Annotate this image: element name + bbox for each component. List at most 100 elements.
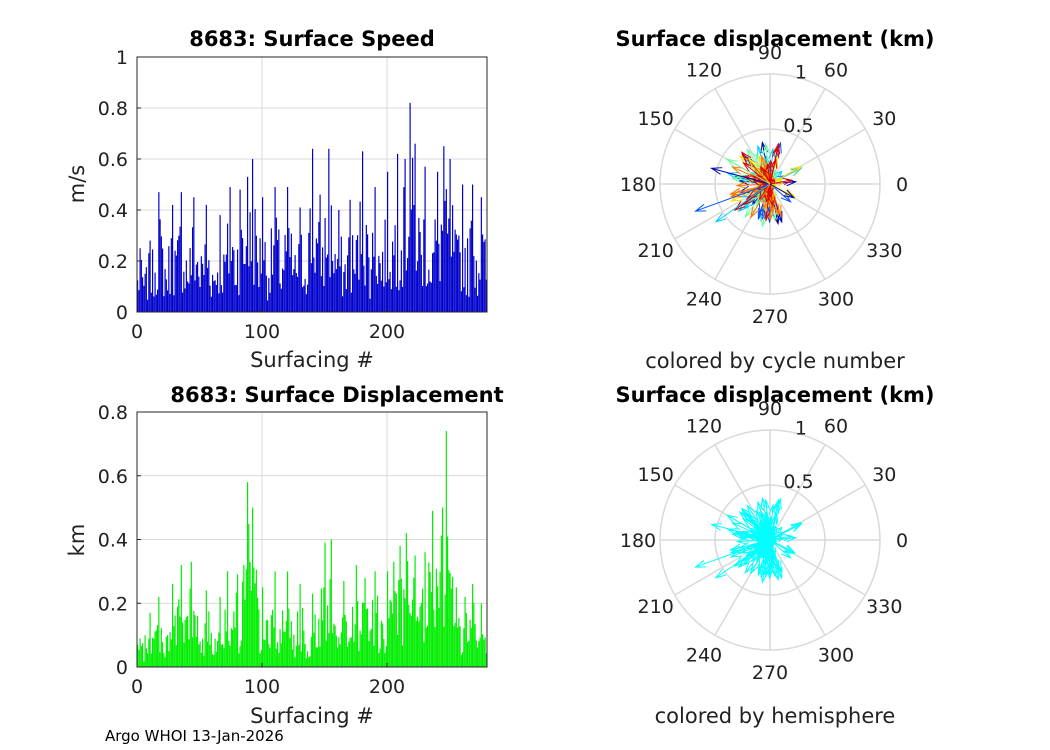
polar-vector-head (783, 177, 793, 186)
polar-vector-head (714, 212, 727, 223)
bar (358, 650, 360, 667)
bar (320, 588, 322, 667)
bar (474, 624, 476, 667)
x-tick-label: 200 (369, 676, 405, 698)
polar-hemisphere-chart: Surface displacement (km) 0 30 60 90 120 150 1… (615, 383, 934, 728)
bar (239, 189, 241, 312)
bar (272, 609, 274, 667)
polar-vector-head (760, 166, 768, 176)
bar (258, 609, 260, 667)
bar (392, 241, 394, 312)
bar (382, 251, 384, 312)
bar (443, 626, 445, 667)
polar-vector-head (775, 567, 783, 580)
bar (149, 612, 151, 667)
bar (472, 584, 474, 667)
bar (313, 632, 315, 667)
polar-cycle-grid (659, 73, 881, 295)
bar (428, 269, 430, 312)
polar-vector (765, 539, 771, 577)
polar-angle-label: 180 (620, 174, 656, 196)
polar-hemisphere-angle-labels: 0 30 60 90 120 150 180 210 240 270 300 330 (620, 398, 908, 684)
bar (172, 584, 174, 667)
bar (263, 260, 265, 312)
polar-vector (695, 183, 771, 212)
bar (227, 571, 229, 667)
bar (402, 286, 404, 312)
polar-vector (769, 147, 779, 185)
bar (372, 600, 374, 667)
bar (294, 657, 296, 667)
bar (334, 254, 336, 312)
bar (227, 223, 229, 312)
speed-bars (137, 102, 487, 313)
bar (200, 256, 202, 312)
bar (483, 241, 485, 312)
bar (243, 564, 245, 667)
bar (338, 210, 340, 312)
bar (347, 255, 349, 312)
bar (389, 599, 391, 667)
bar (220, 644, 222, 667)
bar (428, 562, 430, 667)
bar (460, 654, 462, 667)
bar (193, 197, 195, 312)
bar (315, 238, 317, 312)
bar (310, 636, 312, 667)
bar (468, 296, 470, 312)
bar (267, 619, 269, 667)
polar-vector-head (694, 560, 707, 568)
polar-angle-label: 120 (686, 60, 722, 82)
bar (327, 254, 329, 312)
bar (450, 256, 452, 312)
polar-hemisphere-caption: colored by hemisphere (655, 704, 896, 728)
bar (365, 609, 367, 667)
bar (480, 603, 482, 667)
bar (463, 287, 465, 312)
bar (357, 601, 359, 667)
bar (258, 286, 260, 312)
bar (420, 254, 422, 312)
bar (420, 602, 422, 667)
bar (378, 653, 380, 667)
bar (482, 634, 484, 667)
bar (404, 159, 406, 312)
polar-angle-label: 240 (686, 644, 722, 666)
bar (445, 431, 447, 667)
bar (268, 644, 270, 667)
bar (254, 209, 256, 312)
bar (359, 630, 361, 667)
polar-angle-label: 30 (872, 108, 896, 130)
bar (162, 642, 164, 667)
bar (369, 298, 371, 312)
bar (192, 227, 194, 312)
bar (277, 240, 279, 312)
bar (202, 638, 204, 667)
bar (467, 642, 469, 667)
polar-vector-head (742, 551, 754, 562)
bar (440, 535, 442, 667)
bar (304, 278, 306, 312)
polar-vector (726, 158, 771, 185)
polar-vector-head (764, 519, 773, 529)
polar-vector-head (763, 565, 771, 578)
bar (447, 536, 449, 667)
polar-angle-label: 150 (638, 108, 674, 130)
bar (265, 275, 267, 312)
bar (438, 607, 440, 667)
bar (162, 248, 164, 312)
bar (397, 153, 399, 312)
bar (400, 578, 402, 667)
bar (313, 257, 315, 312)
bar (418, 621, 420, 667)
bar (454, 229, 456, 312)
bar (174, 615, 176, 667)
speed-y-ticks: 0 0.2 0.4 0.6 0.8 1 (98, 47, 141, 324)
bar (228, 641, 230, 667)
bar (407, 258, 409, 312)
displacement-x-ticks: 0 100 200 (131, 663, 405, 698)
speed-axes-box (136, 56, 488, 313)
polar-vector-head (738, 154, 750, 166)
bar (430, 282, 432, 312)
bar (235, 592, 237, 667)
